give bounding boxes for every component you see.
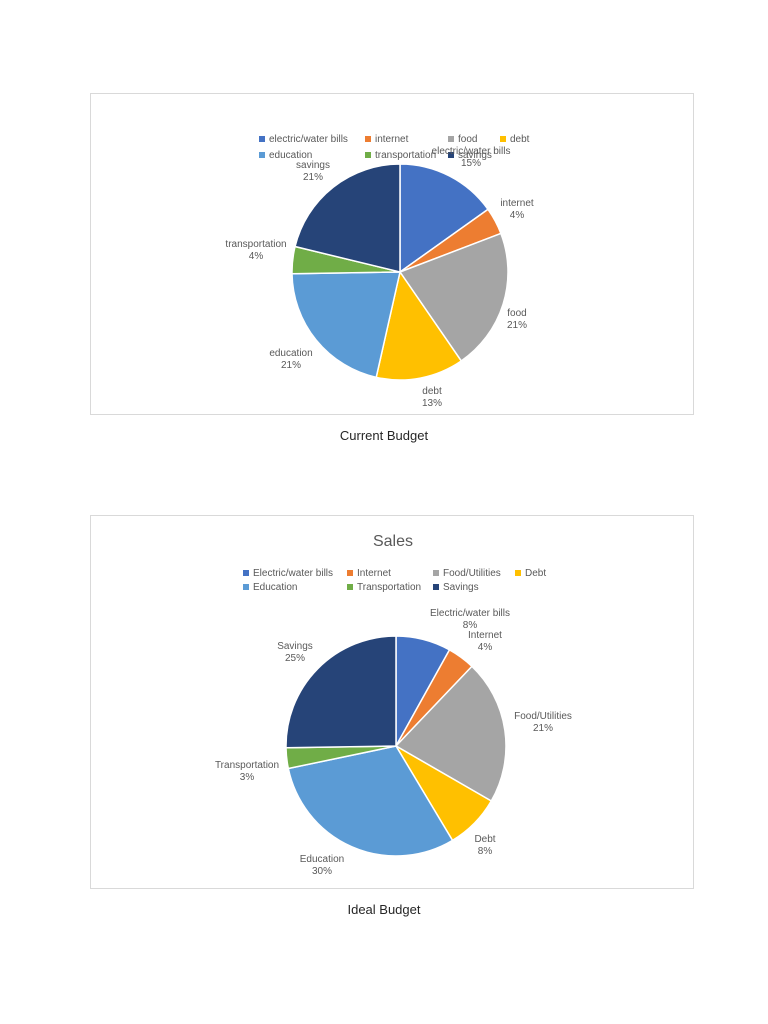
legend-swatch	[259, 136, 265, 142]
data-label-value: 8%	[463, 620, 478, 631]
pie-slice-debt	[375, 270, 463, 381]
legend-swatch	[347, 570, 353, 576]
legend-swatch	[243, 570, 249, 576]
legend-item: food	[448, 134, 477, 145]
legend-item: debt	[500, 134, 530, 145]
legend-label: Savings	[443, 582, 479, 593]
legend-item: Electric/water bills	[243, 568, 333, 579]
legend-label: education	[269, 150, 312, 161]
data-label-value: 21%	[533, 723, 553, 734]
legend-item: electric/water bills	[259, 134, 348, 145]
data-label-value: 4%	[249, 251, 264, 262]
data-label-category: Food/Utilities	[514, 711, 572, 722]
data-label-value: 4%	[478, 642, 493, 653]
legend-label: food	[458, 134, 477, 145]
legend-item: transportation	[365, 150, 436, 161]
legend-item: Internet	[347, 568, 391, 579]
legend-label: transportation	[375, 150, 436, 161]
legend-item: Education	[243, 582, 297, 593]
legend-swatch	[259, 152, 265, 158]
legend-swatch	[515, 570, 521, 576]
data-label-category: Electric/water bills	[430, 608, 510, 619]
data-label-category: internet	[500, 198, 534, 209]
data-label-value: 15%	[461, 158, 481, 169]
pie-slice-education	[287, 745, 454, 857]
legend-label: Transportation	[357, 582, 421, 593]
chart-title: Sales	[373, 533, 413, 550]
pie-slice-food-utilities	[394, 665, 507, 803]
data-label-category: debt	[422, 386, 442, 397]
legend-swatch	[500, 136, 506, 142]
data-label-category: Transportation	[215, 760, 279, 771]
legend-label: Education	[253, 582, 297, 593]
data-label-category: transportation	[225, 239, 286, 250]
current-budget-caption: Current Budget	[339, 428, 429, 443]
legend-label: Debt	[525, 568, 546, 579]
pie-slice-savings	[285, 635, 397, 749]
legend-item: Savings	[433, 582, 479, 593]
ideal-budget-chart: Sales Electric/water bills Internet Food/Ut…	[90, 515, 694, 889]
data-label-value: 21%	[303, 172, 323, 183]
data-label-value: 21%	[281, 360, 301, 371]
ideal-budget-caption: Ideal Budget	[347, 902, 421, 917]
legend-label: Food/Utilities	[443, 568, 501, 579]
ideal-budget-pie-svg: Sales Electric/water bills Internet Food/Ut…	[215, 533, 572, 877]
data-label-value: 3%	[240, 772, 255, 783]
pie-slice-food	[398, 232, 509, 363]
data-label-value: 8%	[478, 846, 493, 857]
data-label-category: education	[269, 348, 312, 359]
data-label-category: Debt	[474, 834, 495, 845]
legend-swatch	[243, 584, 249, 590]
legend-label: internet	[375, 134, 409, 145]
legend-swatch	[433, 570, 439, 576]
legend-item: Transportation	[347, 582, 421, 593]
current-budget-chart: electric/water bills internet food debt educ…	[90, 93, 694, 415]
legend-swatch	[365, 136, 371, 142]
legend-label: Electric/water bills	[253, 568, 333, 579]
legend-label: electric/water bills	[269, 134, 348, 145]
legend-label: Internet	[357, 568, 391, 579]
legend-item: Debt	[515, 568, 546, 579]
pie-slice-education	[291, 271, 401, 379]
legend-swatch	[433, 584, 439, 590]
legend-swatch	[347, 584, 353, 590]
data-label-category: Savings	[277, 641, 313, 652]
data-label-value: 25%	[285, 653, 305, 664]
pie-slice-savings	[294, 163, 401, 273]
legend-item: education	[259, 150, 312, 161]
legend-label: savings	[458, 150, 492, 161]
data-label-category: electric/water bills	[432, 146, 511, 157]
legend-swatch	[448, 136, 454, 142]
data-label-category: savings	[296, 160, 330, 171]
legend-item: savings	[448, 150, 492, 161]
legend-swatch	[448, 152, 454, 158]
data-label-value: 13%	[422, 398, 442, 409]
data-label-value: 21%	[507, 320, 527, 331]
legend-item: internet	[365, 134, 409, 145]
data-label-category: Internet	[468, 630, 502, 641]
data-label-value: 4%	[510, 210, 525, 221]
data-label-category: food	[507, 308, 526, 319]
data-label-category: Education	[300, 854, 344, 865]
legend-swatch	[365, 152, 371, 158]
data-label-value: 30%	[312, 866, 332, 877]
pie-slice-electric-water-bills	[399, 163, 490, 274]
current-budget-pie-svg: electric/water bills internet food debt educ…	[225, 134, 534, 409]
legend-item: Food/Utilities	[433, 568, 501, 579]
legend-label: debt	[510, 134, 530, 145]
